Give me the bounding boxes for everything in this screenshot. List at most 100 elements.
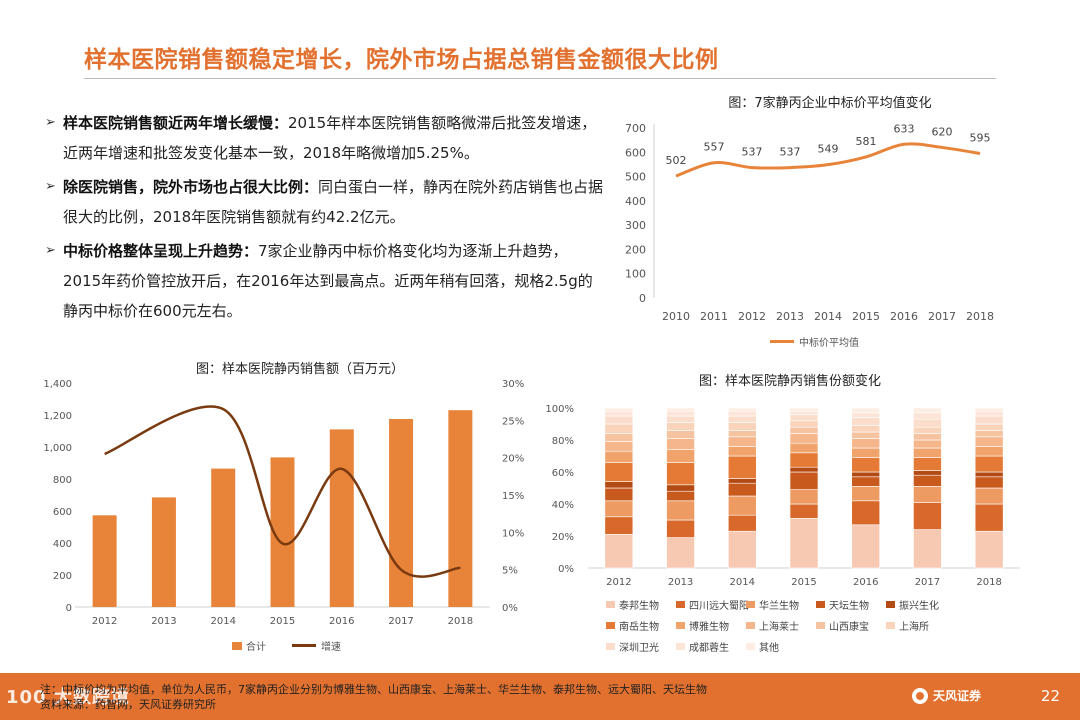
share-bar-segment <box>727 446 757 457</box>
share-legend-label: 其他 <box>759 643 779 654</box>
share-x-tick-label: 2018 <box>976 577 1001 588</box>
share-bar-segment <box>974 423 1004 431</box>
share-bar-segment <box>974 530 1004 569</box>
share-bar-segment <box>913 486 942 503</box>
share-bar-segment <box>666 438 695 450</box>
share-bar-segment <box>851 425 881 433</box>
price-x-tick-label: 2017 <box>928 310 956 323</box>
price-y-tick-label: 700 <box>625 122 646 135</box>
footer-note-line: 注：中标价均为平均值，单位为人民币，7家静丙企业分别为博雅生物、山西康宝、上海莱… <box>40 683 707 696</box>
price-x-tick-label: 2012 <box>738 310 766 323</box>
sales-legend-bar-label: 合计 <box>246 642 266 653</box>
watermark: 100 大数跨境 <box>6 687 130 708</box>
footer-note: 注：中标价均为平均值，单位为人民币，7家静丙企业分别为博雅生物、山西康宝、上海莱… <box>40 682 707 712</box>
sales-y2-tick-label: 30% <box>502 379 524 390</box>
share-legend-item: 泰邦生物 <box>606 597 676 612</box>
bullet-lead: 样本医院销售额近两年增长缓慢： <box>63 114 289 132</box>
share-legend-label: 上海莱士 <box>759 622 799 633</box>
share-legend-label: 博雅生物 <box>689 622 729 633</box>
sales-y-tick-label: 200 <box>53 571 72 582</box>
sales-y-tick-label: 1,400 <box>43 379 72 390</box>
share-bar-segment <box>604 423 634 434</box>
share-legend-label: 成都蓉生 <box>689 643 729 654</box>
legend-swatch <box>606 622 615 629</box>
share-y-tick-label: 40% <box>552 500 574 511</box>
legend-swatch <box>816 601 825 608</box>
share-bar-segment <box>851 486 881 502</box>
sales-y-tick-label: 1,200 <box>43 411 72 422</box>
price-data-label: 537 <box>780 146 801 159</box>
share-bar-segment <box>913 457 942 471</box>
sales-bar <box>211 468 236 607</box>
legend-swatch <box>606 601 615 608</box>
share-bar-segment <box>974 436 1004 447</box>
share-legend-label: 天坛生物 <box>829 601 869 612</box>
sales-chart-title: 图：样本医院静丙销售额（百万元） <box>195 362 404 377</box>
legend-swatch <box>746 622 755 629</box>
share-bar-segment <box>789 452 819 468</box>
price-legend: 中标价平均值 <box>770 334 859 349</box>
share-bar-segment <box>604 410 634 417</box>
share-bar-segment <box>851 471 881 478</box>
share-bar-segment <box>974 503 1004 532</box>
price-data-label: 549 <box>818 143 839 156</box>
bullet-item: ➢ 中标价格整体呈现上升趋势：7家企业静丙中标价格变化均为逐渐上升趋势， 201… <box>45 236 605 326</box>
share-bar-segment <box>851 412 881 418</box>
share-bar-segment <box>913 502 942 530</box>
sales-x-tick-label: 2015 <box>270 616 295 627</box>
share-bar-segment <box>666 407 695 412</box>
share-bar-segment <box>789 518 819 569</box>
share-bar-segment <box>604 415 634 425</box>
price-y-tick-label: 400 <box>625 195 646 208</box>
share-bar-segment <box>789 407 819 412</box>
share-x-tick-label: 2015 <box>791 577 816 588</box>
sales-legend: 合计 增速 <box>232 638 341 653</box>
share-bar-segment <box>913 407 942 414</box>
share-legend-label: 深圳卫光 <box>619 643 659 654</box>
share-y-tick-label: 20% <box>552 532 574 543</box>
sales-y2-tick-label: 5% <box>502 566 518 577</box>
legend-bar-swatch <box>232 641 242 650</box>
share-bar-segment <box>913 439 942 449</box>
title-divider <box>84 78 996 79</box>
sales-bar <box>389 419 414 607</box>
sales-legend-line-label: 增速 <box>321 642 341 653</box>
price-data-label: 633 <box>894 122 915 135</box>
sales-x-tick-label: 2016 <box>329 616 354 627</box>
share-legend-item: 南岳生物 <box>606 618 676 633</box>
share-y-tick-label: 80% <box>552 436 574 447</box>
share-chart-title: 图：样本医院静丙销售份额变化 <box>698 374 881 389</box>
footer-source-line: 资料来源：药智网，天风证券研究所 <box>40 698 216 711</box>
bullet-item: ➢ 除医院销售，院外市场也占很大比例：同白蛋白一样，静丙在院外药店销售也占据很大… <box>45 172 605 232</box>
sales-y-tick-label: 800 <box>53 475 72 486</box>
share-legend-item: 华兰生物 <box>746 597 816 612</box>
sales-bar-line-chart: 0 200 400 600 800 1,000 1,200 1,400 0% 5% 10% 15% 20… <box>43 379 524 627</box>
share-bar-segment <box>604 481 634 489</box>
share-legend-item: 深圳卫光 <box>606 639 676 654</box>
share-bar-segment <box>913 470 942 476</box>
sales-bar <box>151 497 176 607</box>
share-bar-segment <box>727 514 757 532</box>
bullet-lead: 除医院销售，院外市场也占很大比例： <box>63 178 319 196</box>
share-bar-segment <box>727 430 757 438</box>
share-x-tick-label: 2016 <box>853 577 878 588</box>
share-bar-segment <box>974 487 1004 505</box>
share-bar-segment <box>604 462 634 482</box>
brand-name: 天风证券 <box>933 689 982 703</box>
share-bar-segment <box>851 500 881 526</box>
share-x-tick-label: 2013 <box>668 577 693 588</box>
share-bar-segment <box>666 462 695 486</box>
legend-swatch <box>676 622 685 629</box>
share-bar-segment <box>913 412 942 420</box>
share-bar-segment <box>913 418 942 428</box>
bullet-list: ➢ 样本医院销售额近两年增长缓慢：2015年样本医院销售额略微滞后批签发增速，近… <box>45 108 605 330</box>
price-y-tick-label: 300 <box>625 219 646 232</box>
share-bar-segment <box>789 426 819 434</box>
price-series-line <box>675 142 981 178</box>
footer-bar: 100 大数跨境 注：中标价均为平均值，单位为人民币，7家静丙企业分别为博雅生物… <box>0 673 1080 720</box>
sales-y2-tick-label: 0% <box>502 603 518 614</box>
bullet-item: ➢ 样本医院销售额近两年增长缓慢：2015年样本医院销售额略微滞后批签发增速，近… <box>45 108 605 168</box>
share-y-tick-label: 0% <box>558 564 574 575</box>
share-bar-segment <box>666 410 695 417</box>
price-y-tick-label: 500 <box>625 171 646 184</box>
